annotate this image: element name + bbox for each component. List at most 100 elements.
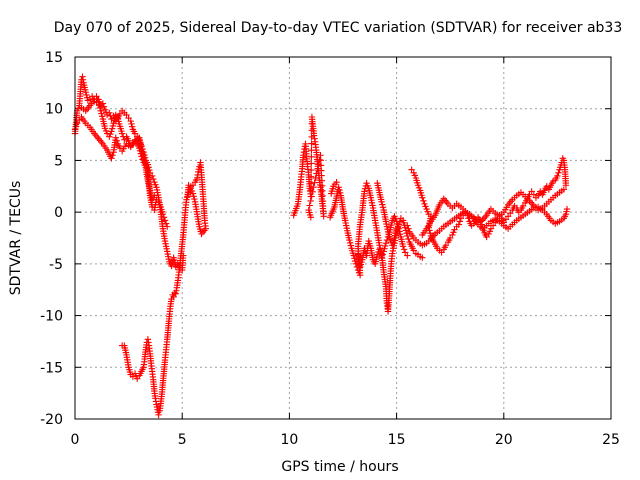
y-tick-label: -10 — [40, 309, 63, 325]
x-tick-label: 20 — [495, 432, 513, 448]
data-point — [309, 188, 316, 196]
data-point — [150, 175, 157, 183]
data-point — [112, 134, 119, 141]
data-point — [346, 236, 353, 244]
data-point — [399, 243, 407, 250]
data-point — [98, 110, 105, 117]
data-point — [307, 214, 315, 221]
x-tick-label: 10 — [280, 432, 298, 448]
data-point — [347, 242, 355, 249]
data-point — [98, 113, 106, 120]
chart-title: Day 070 of 2025, Sidereal Day-to-day VTE… — [54, 20, 623, 36]
data-point — [191, 195, 198, 203]
data-point — [378, 254, 385, 261]
data-point — [136, 144, 143, 152]
y-tick-label: -5 — [49, 257, 63, 273]
data-point — [563, 205, 571, 213]
data-point — [308, 153, 315, 161]
data-point — [403, 229, 410, 237]
data-point — [155, 411, 162, 419]
data-point — [109, 152, 116, 159]
data-point — [72, 123, 80, 130]
data-point — [190, 193, 197, 200]
data-point — [96, 102, 103, 109]
data-point — [93, 93, 100, 100]
data-point — [313, 170, 320, 177]
data-point — [386, 235, 394, 243]
y-tick-label: 15 — [45, 50, 63, 66]
data-point — [383, 236, 391, 244]
data-point — [128, 123, 136, 130]
data-point — [333, 178, 340, 186]
data-point — [382, 239, 390, 247]
data-point — [97, 107, 104, 114]
grid-layer — [75, 57, 611, 419]
x-tick-label: 0 — [71, 432, 80, 448]
data-point — [380, 248, 387, 255]
data-point — [307, 173, 315, 180]
tick-layer: 0 5 10 15 20 25 -20 -15 -10 -5 0 5 10 15 — [40, 50, 620, 448]
data-point — [139, 156, 146, 163]
data-point — [307, 180, 315, 187]
x-tick-label: 15 — [388, 432, 406, 448]
data-point — [404, 252, 411, 259]
y-tick-label: 10 — [45, 102, 63, 118]
data-point — [315, 161, 322, 168]
data-point — [419, 254, 426, 261]
data-point — [110, 119, 117, 127]
data-point — [113, 137, 121, 144]
data-point — [163, 223, 171, 230]
data-point — [456, 218, 464, 225]
data-point — [108, 155, 115, 162]
plot-border — [74, 56, 612, 420]
data-point — [312, 174, 319, 182]
data-point — [137, 150, 144, 157]
data-point — [306, 202, 313, 209]
data-points — [71, 73, 571, 419]
data-point — [118, 130, 126, 137]
data-point — [82, 88, 89, 96]
x-axis-label: GPS time / hours — [281, 459, 398, 475]
y-tick-label: 5 — [54, 153, 63, 169]
data-point — [393, 225, 400, 232]
data-point — [94, 96, 101, 103]
data-point — [379, 201, 386, 208]
data-point — [554, 172, 561, 180]
series-arc-5 — [290, 113, 327, 221]
data-point — [95, 99, 102, 106]
y-tick-label: 0 — [54, 205, 63, 221]
series-arc-10 — [419, 186, 568, 239]
data-point — [184, 193, 191, 200]
data-point — [161, 217, 169, 224]
data-point — [159, 211, 167, 218]
series-arc-8 — [374, 179, 400, 249]
data-point — [396, 231, 404, 238]
data-point — [127, 117, 134, 125]
series-arc-7 — [354, 213, 411, 271]
data-point — [83, 91, 90, 99]
data-point — [168, 262, 175, 270]
data-point — [138, 153, 145, 160]
data-point — [400, 246, 408, 253]
data-point — [562, 182, 570, 189]
data-point — [381, 245, 388, 252]
data-point — [96, 104, 104, 112]
data-point — [352, 260, 360, 268]
data-point — [108, 125, 116, 132]
data-point — [346, 239, 354, 247]
data-point — [379, 251, 386, 258]
data-point — [405, 225, 412, 232]
data-point — [109, 122, 117, 130]
data-point — [336, 186, 343, 194]
y-tick-label: -20 — [40, 412, 63, 428]
data-point — [162, 220, 170, 227]
data-point — [378, 198, 385, 205]
series-arc-4 — [118, 159, 209, 419]
data-point — [148, 172, 156, 180]
data-point — [560, 186, 568, 193]
series-arc-6 — [326, 179, 426, 315]
data-point — [420, 197, 427, 204]
series-arc-11 — [404, 203, 571, 249]
data-point — [336, 189, 344, 197]
